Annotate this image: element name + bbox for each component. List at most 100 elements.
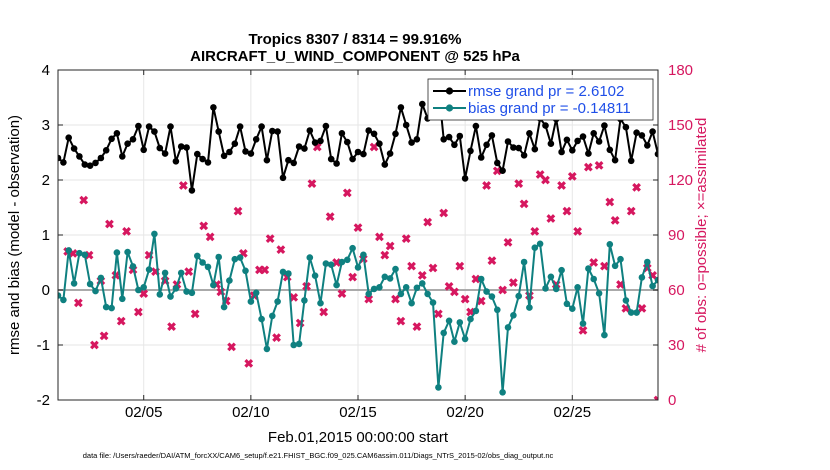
obs-assimilated-marker bbox=[99, 331, 109, 341]
bias-point bbox=[569, 305, 576, 313]
bias-point bbox=[504, 324, 512, 331]
obs-assimilated-marker bbox=[325, 212, 335, 222]
left-tick-label: 1 bbox=[42, 227, 50, 244]
bias-point bbox=[574, 284, 581, 291]
bias-point bbox=[467, 315, 474, 323]
obs-assimilated-marker bbox=[190, 309, 200, 319]
rmse-point bbox=[199, 155, 206, 163]
obs-assimilated-marker bbox=[105, 219, 114, 229]
bias-point bbox=[226, 277, 233, 284]
rmse-point bbox=[151, 128, 158, 135]
rmse-point bbox=[504, 138, 512, 145]
obs-assimilated-marker bbox=[260, 265, 270, 275]
rmse-point bbox=[108, 135, 115, 143]
bias-point bbox=[424, 290, 431, 298]
rmse-point bbox=[574, 137, 581, 145]
rmse-point bbox=[269, 127, 276, 135]
rmse-point bbox=[242, 148, 249, 155]
bias-point bbox=[360, 251, 367, 259]
rmse-point bbox=[376, 140, 383, 147]
obs-assimilated-marker bbox=[122, 226, 131, 236]
obs-assimilated-marker bbox=[637, 303, 647, 313]
obs-assimilated-marker bbox=[594, 160, 604, 170]
bias-point bbox=[210, 281, 217, 289]
obs-assimilated-marker bbox=[450, 287, 459, 297]
obs-assimilated-marker bbox=[476, 296, 486, 306]
bias-point bbox=[327, 261, 335, 269]
obs-assimilated-marker bbox=[578, 325, 588, 335]
rmse-point bbox=[349, 155, 356, 163]
rmse-point bbox=[301, 145, 308, 152]
y-axis-label-left: rmse and bias (model - observation) bbox=[6, 115, 23, 355]
rmse-point bbox=[215, 128, 222, 135]
bias-point bbox=[92, 287, 99, 295]
bias-point bbox=[119, 295, 126, 303]
bias-point bbox=[445, 317, 453, 325]
obs-assimilated-markers bbox=[63, 142, 658, 400]
rmse-point bbox=[285, 156, 292, 164]
obs-assimilated-marker bbox=[233, 206, 243, 216]
bias-point bbox=[579, 320, 587, 327]
bias-point bbox=[167, 293, 174, 300]
rmse-point bbox=[210, 104, 217, 111]
bias-point bbox=[611, 262, 619, 270]
rmse-point bbox=[740, 128, 747, 135]
bias-point bbox=[563, 300, 571, 308]
obs-assimilated-marker bbox=[353, 223, 363, 233]
rmse-point bbox=[258, 123, 265, 130]
bias-point bbox=[370, 285, 378, 293]
bias-point bbox=[408, 299, 415, 307]
x-tick-label: 02/15 bbox=[339, 404, 377, 421]
legend-box bbox=[427, 78, 654, 121]
rmse-point bbox=[402, 121, 410, 129]
right-tick-label: 90 bbox=[668, 227, 685, 244]
obs-assimilated-marker bbox=[79, 195, 89, 205]
rmse-point bbox=[183, 144, 190, 151]
rmse-point bbox=[204, 159, 212, 166]
bias-point bbox=[402, 284, 410, 291]
left-tick-label: 4 bbox=[42, 62, 50, 79]
bias-point bbox=[199, 259, 206, 266]
bias-point bbox=[204, 263, 212, 271]
obs-assimilated-marker bbox=[385, 241, 395, 251]
bias-point bbox=[638, 274, 646, 281]
obs-assimilated-marker bbox=[498, 285, 508, 295]
bias-point bbox=[86, 280, 94, 288]
bias-point bbox=[622, 297, 630, 304]
x-tick-label: 02/05 bbox=[125, 404, 163, 421]
rmse-point bbox=[333, 160, 340, 167]
chart-title-line2: AIRCRAFT_U_WIND_COMPONENT @ 525 hPa bbox=[190, 48, 520, 65]
bias-point bbox=[633, 309, 640, 316]
rmse-point bbox=[140, 146, 147, 154]
bias-point bbox=[719, 316, 726, 323]
rmse-point bbox=[467, 147, 474, 155]
right-tick-label: 150 bbox=[668, 117, 693, 134]
obs-assimilated-marker bbox=[205, 232, 215, 242]
legend-bias-marker bbox=[445, 104, 454, 112]
rmse-point bbox=[483, 141, 490, 149]
rmse-point bbox=[161, 150, 169, 157]
rmse-point bbox=[135, 122, 142, 130]
rmse-point bbox=[520, 152, 528, 159]
obs-assimilated-marker bbox=[73, 298, 83, 308]
rmse-point bbox=[488, 132, 496, 139]
bias-point bbox=[740, 282, 747, 289]
x-axis-label: Feb.01,2015 00:00:00 start bbox=[268, 429, 449, 446]
obs-assimilated-marker bbox=[244, 358, 254, 368]
obs-assimilated-marker bbox=[265, 234, 275, 244]
bias-point bbox=[413, 284, 421, 292]
x-ticks: 02/05 02/10 02/15 02/20 02/25 bbox=[125, 70, 591, 421]
obs-assimilated-marker bbox=[610, 215, 620, 225]
bias-point bbox=[590, 275, 597, 283]
bias-point bbox=[258, 315, 265, 323]
obs-assimilated-marker bbox=[487, 256, 497, 266]
bias-point bbox=[451, 338, 458, 346]
rmse-point bbox=[311, 139, 319, 146]
rmse-point bbox=[86, 162, 94, 169]
bias-point bbox=[194, 252, 201, 260]
obs-assimilated-marker bbox=[289, 292, 299, 302]
left-y-ticks: -2 -1 0 1 2 3 4 bbox=[37, 62, 63, 409]
bias-point bbox=[252, 289, 260, 297]
rmse-point bbox=[226, 148, 233, 156]
obs-assimilated-marker bbox=[348, 272, 358, 282]
